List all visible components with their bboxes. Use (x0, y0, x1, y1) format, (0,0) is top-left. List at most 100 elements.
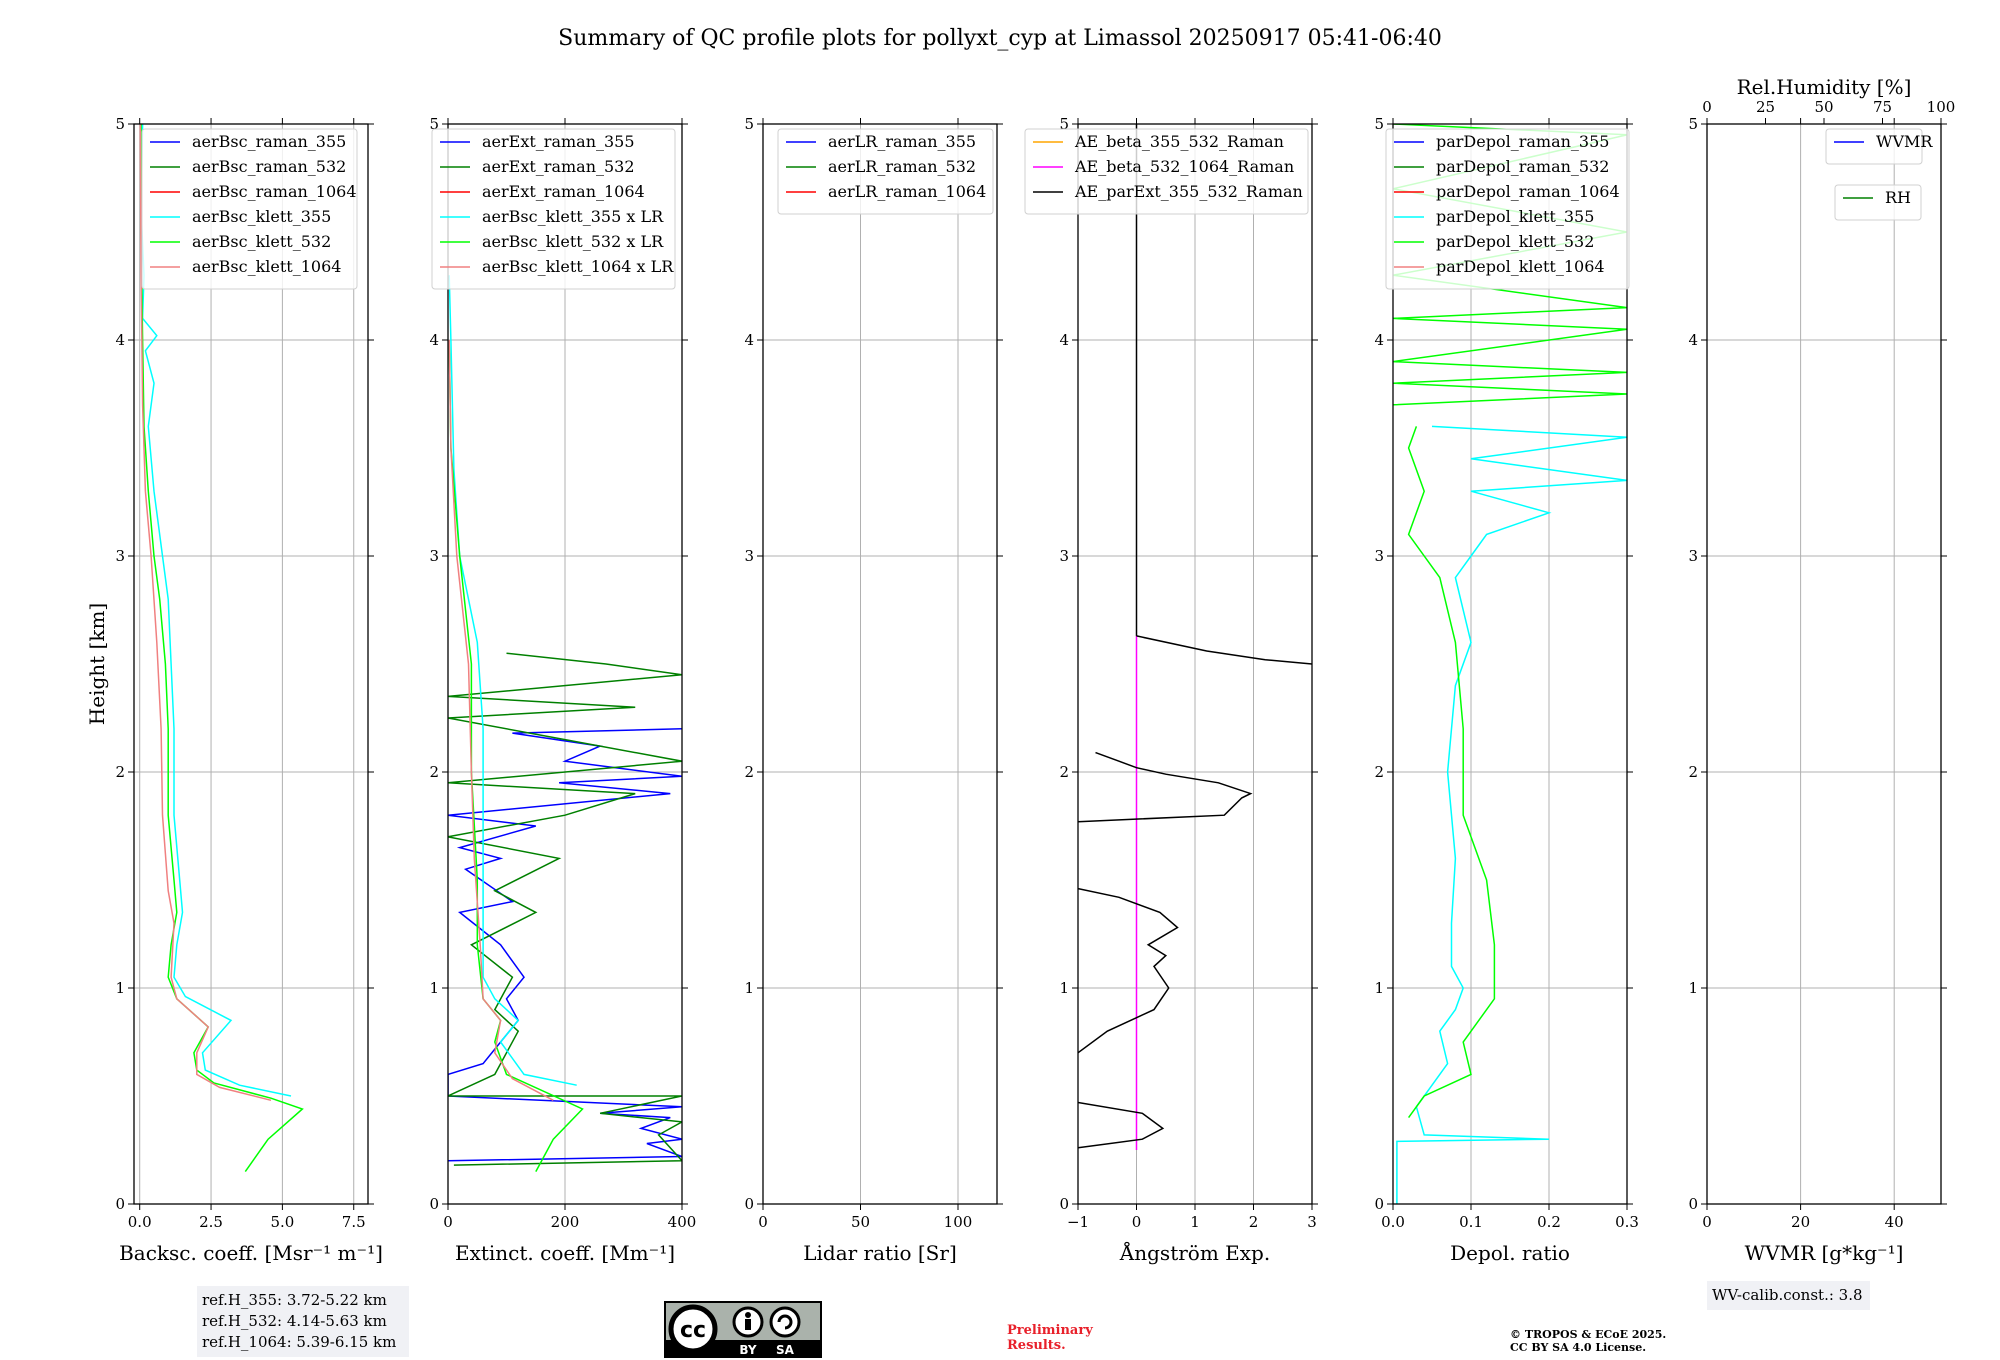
plot-area (763, 124, 997, 1204)
x-axis-label: WVMR [g*kg⁻¹] (1745, 1241, 1904, 1265)
ytick-label-3: 3 (744, 547, 754, 565)
legend-legend: aerExt_raman_355 aerExt_raman_532 aerExt_r… (431, 128, 676, 290)
legend-box (1385, 128, 1630, 290)
xtick-label-1: 2.5 (199, 1213, 223, 1231)
legend-entry-4: aerBsc_klett_532 x LR (482, 232, 664, 251)
xtick-label-0: 0 (1702, 1213, 1712, 1231)
ytick-label-4: 4 (1688, 331, 1698, 349)
ytick-label-5: 5 (1059, 115, 1069, 133)
ytick-label-1: 1 (115, 979, 125, 997)
legend-entry-5: parDepol_klett_1064 (1436, 257, 1605, 276)
cc-by-text: BY (739, 1343, 756, 1357)
legend-legend: aerBsc_raman_355 aerBsc_raman_532 aerBsc_r… (141, 128, 358, 290)
ytick-label-1: 1 (744, 979, 754, 997)
series-aerext-raman-532-1 (448, 652, 682, 1166)
legend-entry-1: parDepol_raman_532 (1436, 157, 1609, 176)
legend-entry-5: aerBsc_klett_1064 x LR (482, 257, 674, 276)
y-axis-label: Height [km] (85, 603, 109, 725)
legend-entry-2: aerLR_raman_1064 (828, 182, 986, 201)
x-axis-label: Lidar ratio [Sr] (803, 1241, 957, 1265)
cc-icon (668, 1304, 718, 1354)
info-box-bg (197, 1286, 409, 1357)
info-box: ref.H_355: 3.72-5.22 km ref.H_532: 4.14-5… (197, 1286, 409, 1357)
plot-area (1393, 124, 1627, 1204)
ytick-label-5: 5 (1374, 115, 1384, 133)
x-axis-label: Extinct. coeff. [Mm⁻¹] (455, 1241, 675, 1265)
cc-sa-text: SA (776, 1343, 795, 1357)
ytick-label-2: 2 (429, 763, 439, 781)
svg-text:cc: cc (680, 1318, 706, 1343)
ytick-label-0: 0 (744, 1195, 754, 1213)
legend-box (431, 128, 676, 290)
xtick-label-1: 0.1 (1459, 1213, 1483, 1231)
legend-entry-1: aerBsc_raman_532 (192, 157, 346, 176)
xtick-label-2: 40 (1885, 1213, 1904, 1231)
legend-entry-0: aerLR_raman_355 (828, 132, 976, 151)
legend-entry-4: aerBsc_klett_532 (192, 232, 331, 251)
legend-box (777, 128, 994, 215)
series-group (139, 124, 304, 1173)
xtick-label-2: 100 (944, 1213, 973, 1231)
legend-box (1825, 128, 1923, 165)
xtick-label-0: 0 (758, 1213, 768, 1231)
panel-3: 0 50 100 0 1 2 3 4 5 Lidar ratio [Sr] aerLR_raman_… (744, 115, 1003, 1265)
series-aerext-raman-355-0 (448, 728, 682, 1162)
xtick-label-2: 400 (668, 1213, 697, 1231)
info-box-line-1: ref.H_532: 4.14-5.63 km (202, 1312, 387, 1330)
ytick-label-3: 3 (115, 547, 125, 565)
series-aerbsc-klett-532-x-lr-3 (448, 339, 584, 1172)
xtick-label-0: 0.0 (128, 1213, 152, 1231)
xtick-label-3: 7.5 (342, 1213, 366, 1231)
top-x-axis-label: Rel.Humidity [%] (1737, 75, 1912, 99)
figure-title: Summary of QC profile plots for pollyxt_… (558, 26, 1442, 51)
ytick-label-0: 0 (1374, 1195, 1384, 1213)
xtick-label-2: 5.0 (270, 1213, 294, 1231)
series-aerbsc-klett-355-x-lr-2 (448, 275, 577, 1086)
plot-area (1707, 124, 1941, 1204)
legend-entry-3: aerBsc_klett_355 (192, 207, 331, 226)
copyright-text: © TROPOS & ECoE 2025. (1510, 1328, 1666, 1341)
info-box: WV-calib.const.: 3.8 (1707, 1281, 1870, 1310)
ytick-label-3: 3 (1688, 547, 1698, 565)
xtick-label-3: 2 (1249, 1213, 1259, 1231)
axes-frame (762, 123, 998, 1205)
panel-6: 0 20 40 0 1 2 3 4 5 WVMR [g*kg⁻¹] 0 25 50 75 100 Rel.Hu… (1688, 75, 1955, 1310)
legend-entry-0: parDepol_raman_355 (1436, 132, 1609, 151)
panel-1: 0.0 2.5 5.0 7.5 0 1 2 3 4 5 Backsc. coeff. [Msr⁻¹ … (85, 115, 409, 1357)
series-group (1393, 124, 1627, 1204)
legend-entry-2: parDepol_raman_1064 (1436, 182, 1620, 201)
legend-box (1834, 184, 1922, 221)
xtick-label-0: 0.0 (1381, 1213, 1405, 1231)
axes-frame (133, 123, 369, 1205)
ytick-label-2: 2 (1688, 763, 1698, 781)
legend-entry-4: parDepol_klett_532 (1436, 232, 1594, 251)
ytick-label-4: 4 (429, 331, 439, 349)
xtick-label-3: 0.3 (1615, 1213, 1639, 1231)
ytick-label-0: 0 (429, 1195, 439, 1213)
ytick-label-4: 4 (1374, 331, 1384, 349)
ytick-label-0: 0 (1059, 1195, 1069, 1213)
legend-entry-1: aerExt_raman_532 (482, 157, 635, 176)
panel-5: 0.0 0.1 0.2 0.3 0 1 2 3 4 5 Depol. ratio parDepol_r… (1374, 115, 1638, 1265)
ytick-label-5: 5 (429, 115, 439, 133)
series-group (1078, 124, 1312, 1150)
plot-area (134, 124, 368, 1204)
legend-legend: aerLR_raman_355 aerLR_raman_532 aerLR_rama… (777, 128, 994, 215)
xtick-label-1: 20 (1791, 1213, 1810, 1231)
x-axis-label: Depol. ratio (1450, 1241, 1570, 1265)
series-ae-parext-355-532-raman-4 (1078, 751, 1253, 823)
series-aerbsc-klett-1064-x-lr-4 (448, 339, 554, 1101)
legend-entry-3: aerBsc_klett_355 x LR (482, 207, 664, 226)
ytick-label-4: 4 (1059, 331, 1069, 349)
info-box-bg (1707, 1281, 1870, 1310)
xtick-label-0: 0 (443, 1213, 453, 1231)
xtick-label-2: 1 (1190, 1213, 1200, 1231)
ytick-label-2: 2 (115, 763, 125, 781)
sa-share-icon (769, 1306, 801, 1338)
series-ae-parext-355-532-raman-2 (1078, 1101, 1165, 1149)
legend-legend: AE_beta_355_532_Raman AE_beta_532_1064_Ra… (1024, 128, 1309, 215)
legend-box (141, 128, 358, 290)
legend-entry-2: aerExt_raman_1064 (482, 182, 645, 201)
ytick-label-1: 1 (1374, 979, 1384, 997)
